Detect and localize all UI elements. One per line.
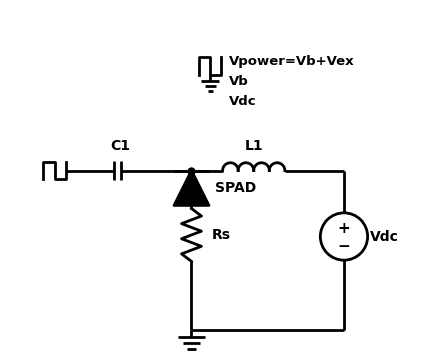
Text: Vdc: Vdc (369, 230, 398, 244)
Text: L1: L1 (244, 139, 262, 153)
Text: C1: C1 (110, 139, 130, 153)
Text: Vpower=Vb+Vex: Vpower=Vb+Vex (228, 55, 353, 68)
Text: −: − (337, 239, 350, 254)
Text: Vdc: Vdc (228, 95, 256, 108)
Text: Rs: Rs (211, 228, 230, 242)
Text: SPAD: SPAD (215, 181, 256, 195)
Text: Vb: Vb (228, 75, 248, 88)
Polygon shape (174, 170, 208, 205)
Text: +: + (337, 221, 350, 236)
